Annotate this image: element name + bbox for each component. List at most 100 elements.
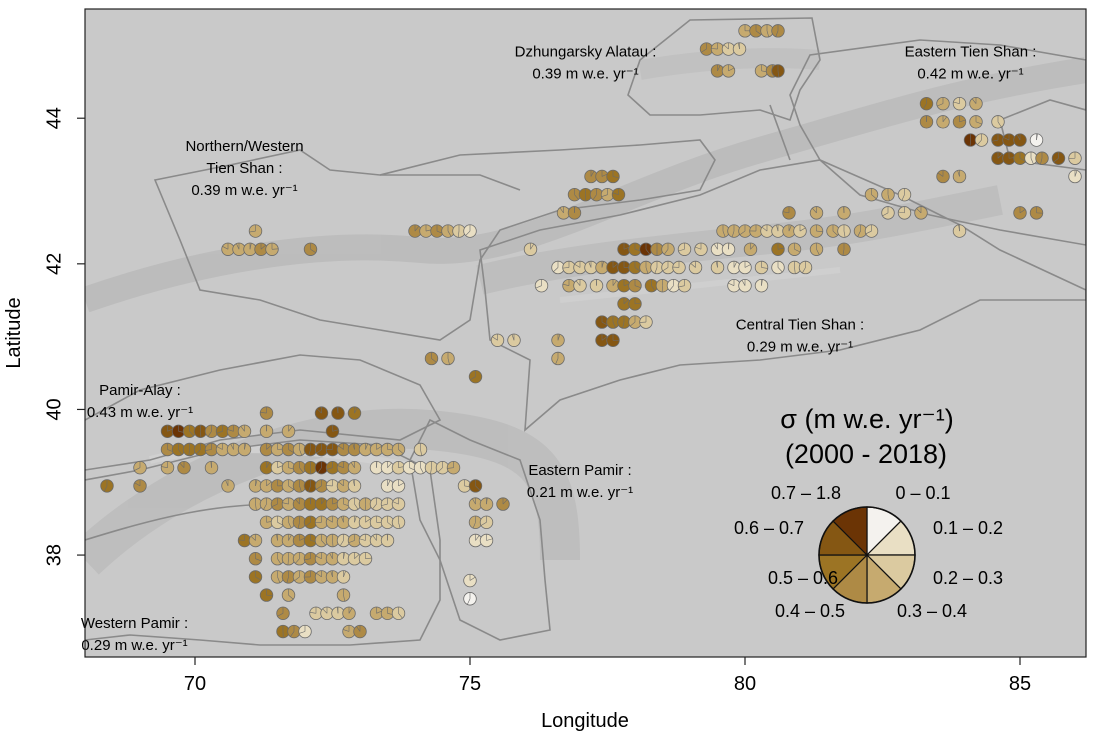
glacier-cell-marker bbox=[303, 460, 318, 475]
boundary-inner-line-3 bbox=[380, 174, 521, 191]
glacier-cell-marker bbox=[281, 424, 296, 438]
region-label-value: 0.42 m w.e. yr⁻¹ bbox=[917, 65, 1023, 82]
glacier-cell-marker bbox=[435, 460, 450, 475]
glacier-cell-marker bbox=[864, 224, 879, 238]
glacier-cell-marker bbox=[589, 278, 604, 293]
glacier-cell-marker bbox=[666, 278, 681, 293]
glacier-cell-marker bbox=[133, 460, 147, 475]
glacier-cell-marker bbox=[237, 424, 252, 438]
legend-class-label: 0 – 0.1 bbox=[895, 483, 950, 503]
glacier-cell-marker bbox=[347, 442, 362, 457]
glacier-cell-marker bbox=[463, 573, 477, 588]
region-label-name2: Tien Shan : bbox=[206, 160, 282, 177]
glacier-cell-marker bbox=[221, 479, 235, 493]
glacier-cell-marker bbox=[358, 552, 373, 566]
glacier-cell-marker bbox=[837, 224, 851, 238]
glacier-cell-marker bbox=[661, 260, 675, 275]
glacier-cell-marker bbox=[424, 351, 439, 366]
legend-class-label: 0.1 – 0.2 bbox=[933, 518, 1003, 538]
glacier-cell-marker bbox=[259, 406, 274, 420]
glacier-cell-marker bbox=[446, 460, 461, 475]
glacier-cell-marker bbox=[496, 497, 510, 511]
glacier-cell-marker bbox=[738, 260, 752, 275]
glacier-cell-marker bbox=[809, 206, 824, 220]
glacier-cell-marker bbox=[193, 424, 208, 438]
glacier-cell-marker bbox=[1029, 133, 1044, 147]
glacier-cell-marker bbox=[347, 479, 362, 493]
glacier-cell-marker bbox=[914, 206, 928, 220]
boundary-eastern-pamir bbox=[409, 418, 551, 641]
boundary-pamir-alay bbox=[85, 354, 442, 471]
glacier-cell-marker bbox=[1035, 151, 1049, 165]
axes: 70 75 80 85 38 40 42 44 bbox=[43, 107, 1031, 695]
glacier-cell-marker bbox=[809, 224, 824, 238]
glacier-cell-marker bbox=[369, 606, 384, 621]
glacier-cell-marker bbox=[391, 497, 406, 511]
glacier-cell-marker bbox=[738, 224, 752, 238]
glacier-cell-marker bbox=[441, 351, 455, 366]
glacier-cell-marker bbox=[270, 570, 285, 584]
glacier-cell-marker bbox=[573, 278, 587, 293]
glacier-cell-marker bbox=[881, 187, 895, 202]
glacier-cell-marker bbox=[721, 64, 736, 78]
region-label-name: Northern/Western bbox=[185, 138, 303, 155]
glacier-cell-marker bbox=[881, 206, 895, 220]
glacier-cell-marker bbox=[507, 333, 521, 347]
legend-class-label: 0.7 – 1.8 bbox=[771, 483, 841, 503]
glacier-cell-marker bbox=[133, 479, 147, 493]
glacier-cell-marker bbox=[694, 242, 708, 256]
glacier-cell-marker bbox=[490, 333, 505, 347]
region-labels: Dzhungarsky Alatau : 0.39 m w.e. yr⁻¹ East… bbox=[81, 43, 1037, 654]
glacier-cell-marker bbox=[430, 224, 444, 238]
glacier-cell-marker bbox=[771, 24, 785, 38]
region-label-name: Western Pamir : bbox=[81, 615, 188, 632]
glacier-cell-marker bbox=[303, 242, 318, 256]
glacier-cell-marker bbox=[969, 96, 983, 111]
glacier-cell-marker bbox=[413, 460, 428, 475]
glacier-cell-marker bbox=[952, 224, 967, 238]
y-tick-label: 40 bbox=[43, 398, 65, 420]
glacier-cell-marker bbox=[248, 479, 263, 493]
glacier-cell-marker bbox=[369, 515, 384, 530]
legend-class-label: 0.2 – 0.3 bbox=[933, 568, 1003, 588]
glacier-cell-marker bbox=[688, 260, 703, 275]
glacier-cell-marker bbox=[606, 169, 620, 184]
glacier-cell-marker bbox=[221, 242, 235, 256]
glacier-cell-marker bbox=[639, 315, 653, 329]
glacier-cell-marker bbox=[342, 606, 356, 621]
region-boundaries bbox=[85, 17, 1086, 646]
glacier-cell-marker bbox=[974, 133, 989, 147]
glacier-cell-marker bbox=[617, 242, 631, 256]
glacier-cell-marker bbox=[809, 242, 824, 256]
glacier-cell-marker bbox=[303, 570, 318, 584]
glacier-cell-marker bbox=[347, 460, 362, 475]
region-label-value: 0.29 m w.e. yr⁻¹ bbox=[747, 338, 853, 355]
glacier-cell-marker bbox=[661, 242, 675, 256]
y-tick-label: 44 bbox=[43, 107, 65, 129]
glacier-cell-marker bbox=[798, 260, 813, 275]
region-label-name: Eastern Tien Shan : bbox=[905, 43, 1037, 60]
plot-frame bbox=[84, 8, 1087, 658]
glacier-cell-marker bbox=[617, 297, 631, 311]
glacier-cell-marker bbox=[479, 515, 494, 530]
glacier-cell-marker bbox=[292, 515, 307, 530]
sigma-legend: σ (m w.e. yr⁻¹) (2000 - 2018) 0 – 0.1 0.1… bbox=[734, 404, 1003, 621]
glacier-cell-marker bbox=[991, 133, 1005, 147]
glacier-cell-marker bbox=[567, 187, 582, 202]
glacier-cell-marker bbox=[468, 515, 483, 530]
glacier-cell-marker bbox=[391, 479, 406, 493]
glacier-cell-marker bbox=[760, 224, 774, 238]
glacier-cell-marker bbox=[303, 442, 318, 457]
glacier-cell-marker bbox=[303, 479, 318, 493]
x-tick-label: 85 bbox=[1009, 673, 1031, 695]
region-label-value: 0.39 m w.e. yr⁻¹ bbox=[191, 182, 297, 199]
glacier-cell-marker bbox=[710, 260, 725, 275]
glacier-cell-marker bbox=[952, 115, 967, 129]
glacier-cell-marker bbox=[600, 187, 615, 202]
legend-class-label: 0.5 – 0.6 bbox=[768, 568, 838, 588]
region-label-value: 0.39 m w.e. yr⁻¹ bbox=[532, 65, 638, 82]
glacier-cell-marker bbox=[391, 606, 406, 621]
glacier-cell-marker bbox=[721, 242, 736, 256]
y-tick-label: 38 bbox=[43, 544, 65, 566]
glacier-cell-marker bbox=[259, 588, 274, 602]
